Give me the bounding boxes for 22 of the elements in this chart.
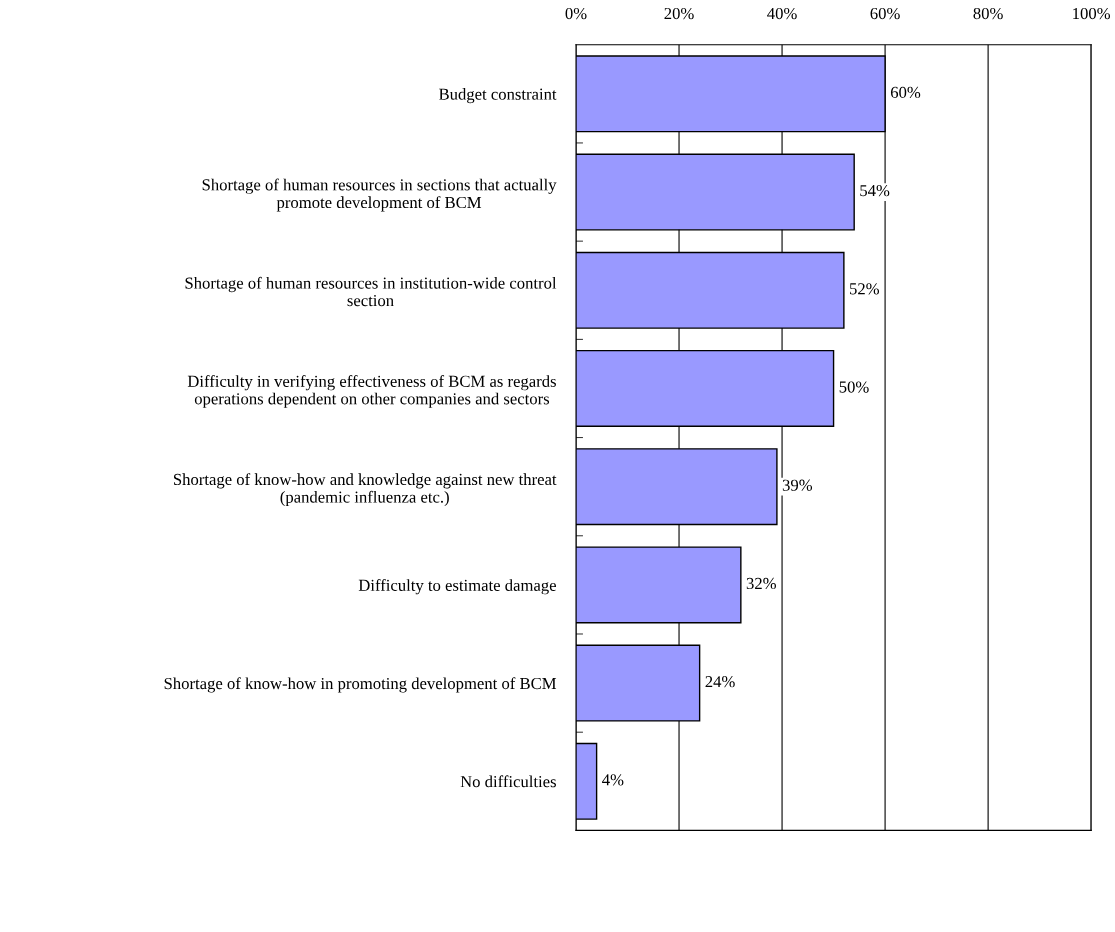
y-tick-label: Difficulty in verifying effectiveness of BCM as regards operations dependent on other companies and sectors [187, 375, 556, 408]
data-label: 52% [850, 283, 880, 295]
data-label: 60% [890, 86, 921, 99]
x-tick-label: 100% [1073, 7, 1111, 20]
y-tick-label: Shortage of know-how in promoting development of BCM [164, 677, 557, 693]
data-label: 24% [705, 676, 735, 688]
data-label: 39% [782, 479, 813, 491]
x-tick-label: 0% [565, 7, 587, 20]
y-tick-label: Shortage of know-how and knowledge against new threat (pandemic influenza etc.) [173, 473, 557, 507]
y-tick-label: Shortage of human resources in sections that actually promote development of BCM [202, 178, 557, 212]
x-tick-label: 20% [664, 7, 694, 20]
y-tick-label: Difficulty to estimate damage [358, 579, 556, 595]
x-tick-label: 60% [870, 7, 900, 20]
y-tick-label: No difficulties [460, 775, 556, 788]
x-tick-label: 40% [767, 7, 797, 20]
data-label: 4% [602, 774, 624, 786]
x-tick-label: 80% [973, 7, 1003, 20]
data-label: 32% [746, 577, 776, 590]
data-label: 54% [860, 184, 890, 197]
y-tick-label: Budget constraint [439, 88, 557, 104]
y-tick-label: Shortage of human resources in institution-wide control section [185, 276, 557, 307]
data-label: 50% [839, 381, 869, 393]
